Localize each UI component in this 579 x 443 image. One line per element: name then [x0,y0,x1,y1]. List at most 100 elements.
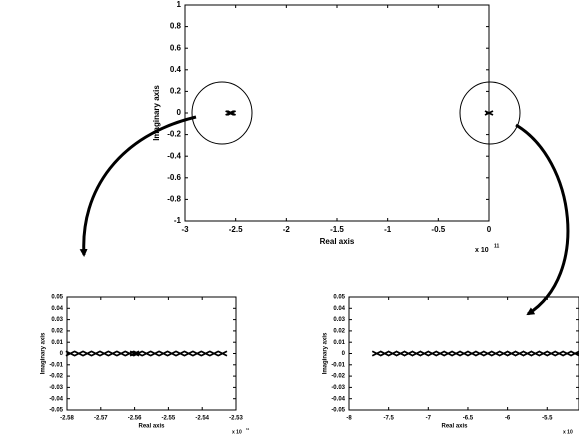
x-tick-label: -2.57 [94,416,108,422]
x-tick-label: -2.56 [128,416,142,422]
x-axis-label: Real axis [138,424,165,430]
point [562,350,573,357]
point [90,350,101,357]
y-tick-label: 0.02 [333,328,345,334]
y-tick-label: 0.04 [333,306,345,312]
y-tick-label: -0.05 [331,408,345,414]
point [183,350,194,357]
point [506,350,517,357]
point [227,110,237,116]
point [554,350,565,357]
point [474,350,485,357]
x-tick-label: -8 [346,416,352,422]
point [149,350,160,357]
x-scale-label: x 10 [232,429,242,435]
x-axis-label: Real axis [441,424,468,430]
point [435,350,446,357]
point [498,350,509,357]
x-tick-label: -0.5 [431,225,445,234]
y-tick-label: 0.01 [51,340,63,346]
point [530,350,541,357]
point [133,350,143,357]
point [192,350,203,357]
point [419,350,430,357]
point [217,350,228,357]
point [395,350,406,357]
y-tick-label: -0.04 [49,396,63,402]
x-tick-label: -1.5 [330,225,344,234]
point [209,350,219,357]
point [379,350,390,357]
point [443,350,454,357]
y-tick-label: 0.02 [51,328,63,334]
point [99,350,110,357]
y-tick-label: -0.02 [331,374,345,380]
y-tick-label: 0.2 [170,87,182,96]
point [371,350,382,357]
x-tick-label: -7.5 [383,416,394,422]
point [451,350,461,357]
point [141,350,152,357]
x-tick-label: 0 [487,225,492,234]
y-tick-label: 0.03 [51,317,63,323]
point [107,350,118,357]
point [166,350,177,357]
point [116,350,126,357]
x-tick-label: -2.5 [229,225,243,234]
x-scale-label: x 10 [563,429,573,435]
point [514,350,525,357]
y-tick-label: 0.4 [170,65,182,74]
y-tick-label: 0 [177,108,182,117]
zoom-arrow [515,123,570,316]
y-tick-label: -0.05 [49,408,63,414]
point [490,350,501,357]
x-scale-exponent: 11 [494,243,500,249]
x-tick-label: -5.5 [542,416,553,422]
y-tick-label: 0.04 [51,306,63,312]
y-tick-label: -0.4 [167,151,181,160]
y-axis-label: Imaginary axis [152,85,161,141]
y-tick-label: -0.2 [167,130,181,139]
y-tick-label: 0.01 [333,340,345,346]
point [427,350,438,357]
y-tick-label: 0.05 [333,295,345,301]
zoom-circle [459,81,521,145]
y-tick-label: 1 [177,0,182,9]
point [129,350,140,357]
x-tick-label: -7 [426,416,432,422]
x-tick-label: -6.5 [463,416,474,422]
y-tick-label: -0.6 [167,173,181,182]
x-tick-label: -3 [181,225,189,234]
y-tick-label: -0.03 [49,385,63,391]
y-tick-label: -0.01 [49,362,63,368]
x-scale-exponent: 11 [246,427,250,431]
x-axis-label: Real axis [320,237,355,246]
y-tick-label: -0.8 [167,195,181,204]
y-axis-label: Imaginary axis [323,332,329,374]
point [65,350,76,357]
y-tick-label: 0.8 [170,22,182,31]
y-tick-label: -0.02 [49,374,63,380]
y-tick-label: -0.01 [331,362,345,368]
y-tick-label: -0.03 [331,385,345,391]
point [403,350,414,357]
point [200,350,211,357]
point [546,350,557,357]
axes-box [184,4,490,222]
y-tick-label: 0.03 [333,317,345,323]
point [387,350,398,357]
point [82,350,93,357]
y-tick-label: -0.04 [331,396,345,402]
y-tick-label: 0 [342,351,346,357]
point [73,350,84,357]
zoom-circle [191,81,253,145]
point [158,350,169,357]
point [538,350,549,357]
x-tick-label: -2.53 [229,416,243,422]
axes-box [66,296,237,411]
y-tick-label: -1 [174,216,182,225]
x-tick-label: -2 [283,225,291,234]
y-tick-label: 0.05 [51,295,63,301]
x-tick-label: -2.54 [195,416,209,422]
